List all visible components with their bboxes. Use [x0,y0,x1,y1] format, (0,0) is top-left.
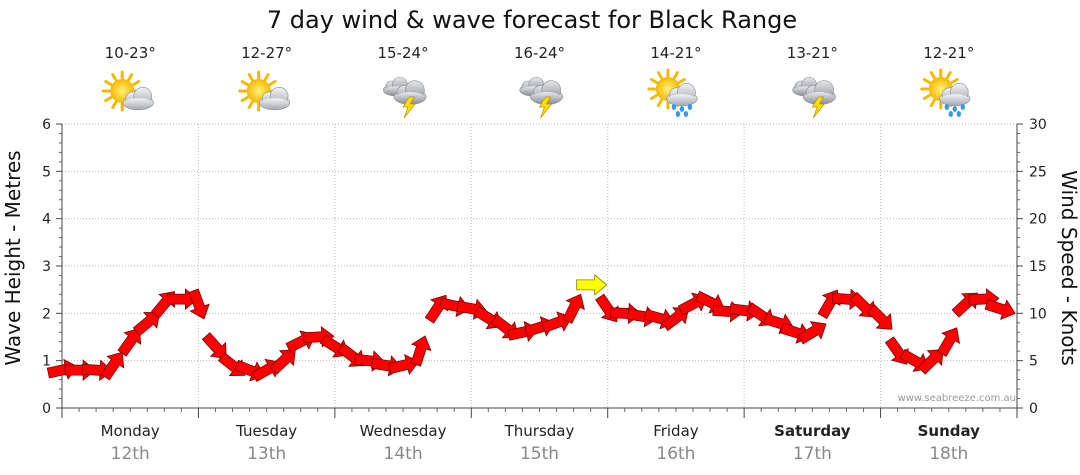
sun-rain-icon [647,68,698,117]
temperature-range: 12-21° [923,44,974,62]
wind-arrow [188,288,210,320]
wind-arrow [132,312,161,337]
rain-drop [683,111,689,117]
right-tick-label: 30 [1029,117,1047,133]
cloud-shape [122,87,154,111]
storm-icon [792,76,836,119]
wind-arrow [984,299,1016,321]
sun-rain-icon [920,68,971,117]
cloud-shape [666,83,698,107]
left-tick-label: 1 [42,354,51,370]
wind-arrow [387,354,420,376]
temperature-range: 10-23° [105,44,156,62]
day-name: Saturday [774,422,851,440]
left-axis-title: Wave Height - Metres [1,150,25,365]
left-tick-label: 2 [42,306,51,322]
rain-drop [952,106,957,112]
temperature-range: 16-24° [514,44,565,62]
day-name: Wednesday [360,422,447,440]
day-name: Thursday [504,422,575,440]
wind-arrow [562,293,585,324]
rain-drop [960,104,965,110]
weather-row: 10-23° 12-27° 15-24° 16-24° 14-21° 13-21° 12-2… [101,44,974,119]
wind-arrows [46,274,1016,382]
cloud-shape [802,80,836,105]
storm-icon [519,76,563,119]
right-tick-label: 25 [1029,164,1047,180]
wind-arrow [917,349,944,375]
temperature-range: 14-21° [650,44,701,62]
left-axis: 0 1 2 3 4 5 6 [42,117,62,417]
bolt-shape [402,96,416,119]
left-tick-label: 3 [42,259,51,275]
day-date: 18th [929,444,968,464]
day-date: 13th [247,444,286,464]
temperature-range: 12-27° [241,44,292,62]
wind-arrow [797,321,827,345]
day-date: 14th [384,444,423,464]
right-tick-label: 15 [1029,259,1047,275]
day-date: 15th [520,444,559,464]
left-tick-label: 6 [42,117,51,133]
left-tick-label: 0 [42,401,51,417]
day-name: Monday [101,422,160,440]
sun-cloud-icon [238,70,291,112]
wind-arrow [866,304,893,330]
cloud-shape [259,87,291,111]
day-date: 12th [111,444,150,464]
right-tick-label: 10 [1029,306,1047,322]
right-tick-label: 5 [1029,354,1038,370]
temperature-range: 15-24° [378,44,429,62]
bolt-shape [811,96,826,119]
day-name: Sunday [918,422,981,440]
day-name: Tuesday [235,422,297,440]
bolt-shape [538,96,553,119]
wind-arrow [576,274,608,296]
day-labels: Monday 12th Tuesday 13th Wednesday 14th Thursd… [61,408,1018,464]
temperature-range: 13-21° [787,44,838,62]
rain-drop [944,104,949,110]
wind-arrow [410,335,432,367]
wind-arrow [201,332,227,359]
rain-drop [671,104,677,110]
right-axis: 0 5 10 15 20 25 30 [1017,117,1047,417]
day-name: Friday [653,422,699,440]
right-tick-label: 20 [1029,212,1047,228]
day-date: 16th [656,444,695,464]
rain-drop [679,106,685,112]
rain-drop [675,111,681,117]
right-tick-label: 0 [1029,401,1038,417]
right-axis-title: Wind Speed - Knots [1057,170,1080,366]
grid [61,123,1018,409]
left-tick-label: 5 [42,164,51,180]
day-date: 17th [793,444,832,464]
rain-drop [948,111,953,117]
rain-drop [687,104,693,110]
wind-arrow [936,327,960,357]
credit-text: www.seabreeze.com.au [898,393,1016,404]
rain-drop [956,111,961,117]
sun-cloud-icon [101,70,154,112]
wind-arrow [117,328,142,357]
storm-icon [383,76,427,119]
cloud-shape [939,83,971,107]
wind-arrow [100,351,125,381]
wind-arrow [269,349,296,375]
left-tick-label: 4 [42,212,51,228]
chart-title: 7 day wind & wave forecast for Black Ran… [267,6,797,34]
